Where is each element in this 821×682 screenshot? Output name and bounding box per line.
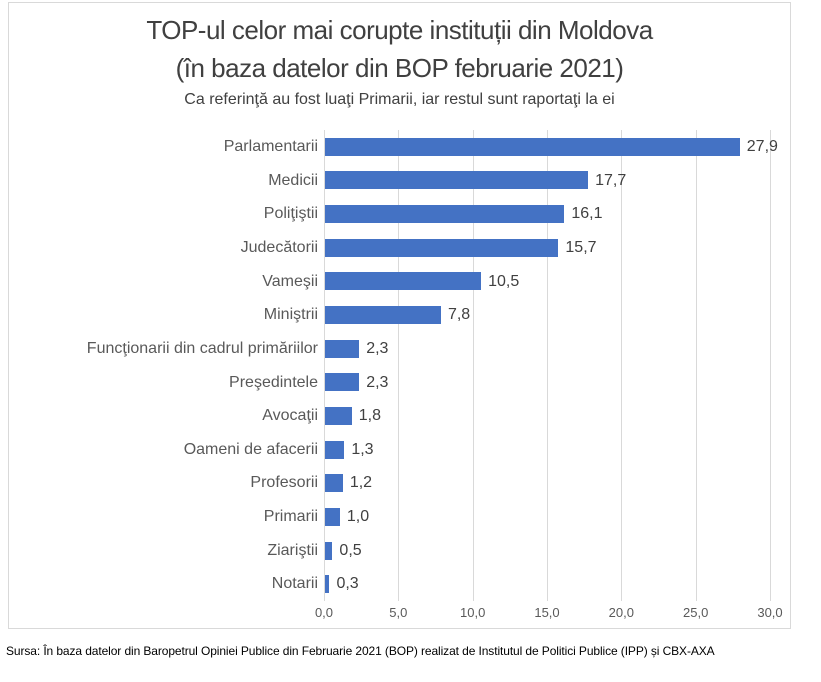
bar: [325, 137, 740, 156]
x-tick-label: 20,0: [608, 605, 634, 620]
x-tick-label: 30,0: [757, 605, 783, 620]
data-label: 1,3: [351, 440, 374, 458]
x-tick-label: 5,0: [389, 605, 408, 620]
data-label: 17,7: [595, 171, 627, 189]
chart-title-line-2: (în baza datelor din BOP februarie 2021): [175, 53, 624, 83]
category-axis: Parlamentarii Medicii Poliţiştii Judecători…: [9, 130, 318, 601]
data-label: 1,0: [346, 508, 370, 526]
data-label: 0,5: [339, 541, 362, 559]
gridline: [695, 130, 697, 601]
category-label: Primarii: [263, 508, 318, 526]
category-label: Preşedintele: [229, 373, 318, 391]
data-label: 2,3: [366, 339, 389, 357]
x-tick-label: 15,0: [534, 605, 560, 620]
bar: [325, 541, 333, 560]
chart-titles: TOP-ul celor mai corupte instituții din …: [9, 11, 790, 111]
bar: [325, 373, 360, 392]
bar: [325, 440, 345, 459]
bar: [325, 575, 330, 594]
chart-title-line-1: TOP-ul celor mai corupte instituții din …: [146, 15, 653, 45]
category-label: Notarii: [271, 575, 318, 593]
category-label: Parlamentarii: [223, 138, 318, 155]
category-label: Miniştrii: [263, 306, 318, 324]
data-label: 7,8: [447, 306, 471, 324]
category-label: Ziariştii: [267, 541, 318, 559]
category-label: Medicii: [268, 171, 318, 189]
x-tick-label: 25,0: [683, 605, 709, 620]
category-label: Oameni de afacerii: [183, 440, 318, 458]
bar: [325, 272, 482, 291]
bar: [325, 306, 441, 325]
data-label: 15,7: [565, 238, 597, 256]
bar: [325, 205, 565, 224]
gridline: [547, 130, 548, 601]
gridline: [398, 130, 400, 601]
data-label: 1,8: [358, 407, 381, 425]
data-label: 10,5: [488, 272, 520, 290]
chart-frame: TOP-ul celor mai corupte instituții din …: [8, 2, 791, 629]
source-note: Sursa: În baza datelor din Baropetrul Op…: [6, 644, 715, 658]
plot-area: 27,9 17,7 16,1 15,7 10,5 7,8 2,3 2,3 1,8 1,3 1,2 1,…: [324, 130, 778, 601]
data-label: 2,3: [366, 373, 389, 391]
category-label: Funcţionarii din cadrul primăriilor: [86, 339, 318, 357]
bar: [325, 339, 360, 358]
data-label: 16,1: [571, 205, 603, 223]
data-label: 0,3: [336, 575, 359, 593]
data-label: 1,2: [349, 474, 373, 492]
x-tick-label: 10,0: [460, 605, 486, 620]
value-axis: 0,0 5,0 10,0 15,0 20,0 25,0 30,0: [315, 605, 783, 625]
category-label: Judecătorii: [240, 238, 318, 256]
category-label: Avocaţii: [262, 407, 318, 425]
bar: [325, 406, 352, 425]
gridline: [472, 130, 474, 601]
category-axis-line: [324, 130, 325, 601]
bar: [325, 238, 559, 257]
gridline: [770, 130, 771, 601]
x-tick-label: 0,0: [314, 605, 334, 620]
category-label: Profesorii: [250, 474, 318, 492]
category-label: Vameşii: [262, 272, 318, 290]
data-label: 27,9: [746, 138, 778, 155]
bar: [325, 474, 343, 493]
gridline: [621, 130, 623, 601]
bar: [325, 171, 589, 190]
bar: [325, 507, 340, 526]
category-label: Poliţiştii: [263, 205, 318, 223]
chart-subtitle: Ca referinţă au fost luaţi Primarii, iar…: [184, 91, 615, 108]
